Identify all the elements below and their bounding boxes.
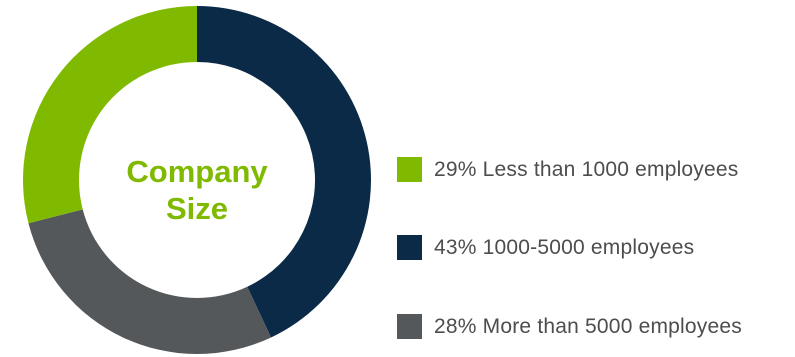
chart-title-line-1: Company bbox=[126, 154, 268, 189]
slice-more-than-5000 bbox=[28, 209, 272, 355]
chart-title-line-2: Size bbox=[165, 191, 229, 226]
chart-title: Company Size bbox=[97, 153, 297, 227]
legend-label-less-than-1000: 29% Less than 1000 employees bbox=[434, 158, 739, 181]
legend-swatch-gray bbox=[397, 314, 422, 339]
slice-less-than-1000 bbox=[22, 6, 197, 224]
legend-label-1000-5000: 43% 1000-5000 employees bbox=[434, 236, 695, 259]
slice-1000-5000 bbox=[197, 6, 371, 338]
legend-swatch-navy bbox=[397, 235, 422, 260]
legend-swatch-green bbox=[397, 157, 422, 182]
legend-label-more-than-5000: 28% More than 5000 employees bbox=[434, 315, 742, 338]
